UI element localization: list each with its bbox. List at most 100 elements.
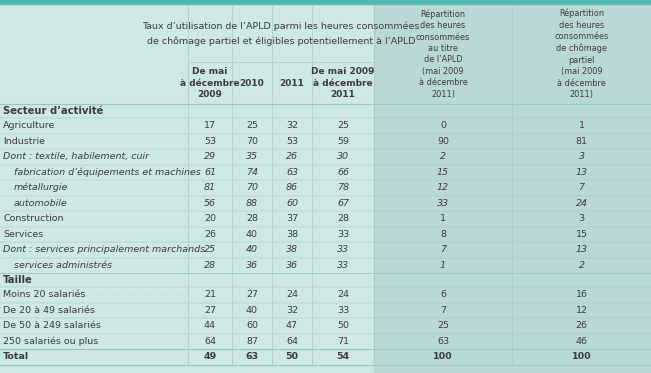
Text: 7: 7 — [579, 183, 585, 192]
Text: 63: 63 — [245, 352, 258, 361]
Text: Industrie: Industrie — [3, 137, 45, 146]
Text: 2011: 2011 — [279, 78, 305, 88]
Text: 60: 60 — [246, 321, 258, 330]
Text: 81: 81 — [575, 137, 587, 146]
Text: 32: 32 — [286, 306, 298, 315]
Text: 2: 2 — [440, 152, 446, 161]
Text: 12: 12 — [437, 183, 449, 192]
Text: 36: 36 — [246, 261, 258, 270]
Text: 61: 61 — [204, 168, 216, 177]
Text: 53: 53 — [286, 137, 298, 146]
Text: Moins 20 salariés: Moins 20 salariés — [3, 290, 85, 299]
Text: 8: 8 — [440, 230, 446, 239]
Text: 86: 86 — [286, 183, 298, 192]
Text: 100: 100 — [572, 352, 591, 361]
Text: 40: 40 — [246, 245, 258, 254]
Text: 60: 60 — [286, 199, 298, 208]
Text: 71: 71 — [337, 337, 349, 346]
Text: 64: 64 — [204, 337, 216, 346]
Text: 70: 70 — [246, 137, 258, 146]
Text: 33: 33 — [337, 230, 349, 239]
Text: 1: 1 — [440, 214, 446, 223]
Text: 250 salariés ou plus: 250 salariés ou plus — [3, 336, 98, 346]
Text: 33: 33 — [337, 261, 349, 270]
Text: Secteur d’activité: Secteur d’activité — [3, 106, 104, 116]
Text: 12: 12 — [575, 306, 587, 315]
Text: 24: 24 — [575, 199, 587, 208]
Text: 49: 49 — [203, 352, 217, 361]
Text: 26: 26 — [575, 321, 587, 330]
Text: 28: 28 — [337, 214, 349, 223]
Text: 25: 25 — [204, 245, 216, 254]
Text: 54: 54 — [337, 352, 350, 361]
Text: 29: 29 — [204, 152, 216, 161]
Text: 27: 27 — [204, 306, 216, 315]
Text: De mai
à décembre
2009: De mai à décembre 2009 — [180, 68, 240, 98]
Text: 50: 50 — [286, 352, 299, 361]
Text: 27: 27 — [246, 290, 258, 299]
Text: 15: 15 — [437, 168, 449, 177]
Text: 26: 26 — [286, 152, 298, 161]
Text: De mai 2009
à décembre
2011: De mai 2009 à décembre 2011 — [311, 68, 375, 98]
Text: De 20 à 49 salariés: De 20 à 49 salariés — [3, 306, 95, 315]
Text: 25: 25 — [437, 321, 449, 330]
Text: 13: 13 — [575, 245, 587, 254]
Text: Taux d’utilisation de l’APLD parmi les heures consommées: Taux d’utilisation de l’APLD parmi les h… — [143, 21, 420, 31]
Text: 87: 87 — [246, 337, 258, 346]
Text: automobile: automobile — [14, 199, 68, 208]
Text: 20: 20 — [204, 214, 216, 223]
Text: 16: 16 — [575, 290, 587, 299]
Text: 1: 1 — [440, 261, 446, 270]
Text: 38: 38 — [286, 245, 298, 254]
Text: 44: 44 — [204, 321, 216, 330]
Text: 0: 0 — [440, 121, 446, 130]
Text: Répartition
des heures
consommées
au titre
de l’APLD
(mai 2009
à décembre
2011): Répartition des heures consommées au tit… — [416, 9, 470, 99]
Text: 38: 38 — [286, 230, 298, 239]
Text: Dont : services principalement marchands: Dont : services principalement marchands — [3, 245, 205, 254]
Text: Répartition
des heures
consommées
de chômage
partiel
(mai 2009
à décembre
2011): Répartition des heures consommées de chô… — [555, 9, 609, 99]
Text: Total: Total — [3, 352, 29, 361]
Text: 47: 47 — [286, 321, 298, 330]
Text: 78: 78 — [337, 183, 349, 192]
Text: 3: 3 — [579, 152, 585, 161]
Text: 1: 1 — [579, 121, 585, 130]
Text: 63: 63 — [437, 337, 449, 346]
Text: services administrés: services administrés — [14, 261, 112, 270]
Text: 2: 2 — [579, 261, 585, 270]
Text: 100: 100 — [433, 352, 453, 361]
Text: 28: 28 — [204, 261, 216, 270]
Text: 3: 3 — [579, 214, 585, 223]
Text: 21: 21 — [204, 290, 216, 299]
Text: 25: 25 — [337, 121, 349, 130]
Text: 70: 70 — [246, 183, 258, 192]
Text: 88: 88 — [246, 199, 258, 208]
Text: 13: 13 — [575, 168, 587, 177]
Text: Construction: Construction — [3, 214, 64, 223]
Text: 28: 28 — [246, 214, 258, 223]
Text: 74: 74 — [246, 168, 258, 177]
Text: 7: 7 — [440, 245, 446, 254]
Text: 40: 40 — [246, 230, 258, 239]
Text: de chômage partiel et éligibles potentiellement à l’APLD: de chômage partiel et éligibles potentie… — [146, 37, 415, 47]
Text: 2010: 2010 — [240, 78, 264, 88]
Text: 40: 40 — [246, 306, 258, 315]
Text: 64: 64 — [286, 337, 298, 346]
Text: 26: 26 — [204, 230, 216, 239]
Text: métallurgie: métallurgie — [14, 183, 68, 192]
Text: 25: 25 — [246, 121, 258, 130]
Text: 36: 36 — [286, 261, 298, 270]
Text: 50: 50 — [337, 321, 349, 330]
Text: 66: 66 — [337, 168, 349, 177]
Text: 90: 90 — [437, 137, 449, 146]
Text: 67: 67 — [337, 199, 349, 208]
Text: 24: 24 — [337, 290, 349, 299]
Text: 30: 30 — [337, 152, 349, 161]
Text: 81: 81 — [204, 183, 216, 192]
Text: 33: 33 — [337, 245, 349, 254]
Text: 46: 46 — [575, 337, 587, 346]
Text: Agriculture: Agriculture — [3, 121, 55, 130]
Bar — [0, 0, 651, 4]
Text: 7: 7 — [440, 306, 446, 315]
Text: fabrication d’équipements et machines: fabrication d’équipements et machines — [14, 167, 201, 177]
Text: 32: 32 — [286, 121, 298, 130]
